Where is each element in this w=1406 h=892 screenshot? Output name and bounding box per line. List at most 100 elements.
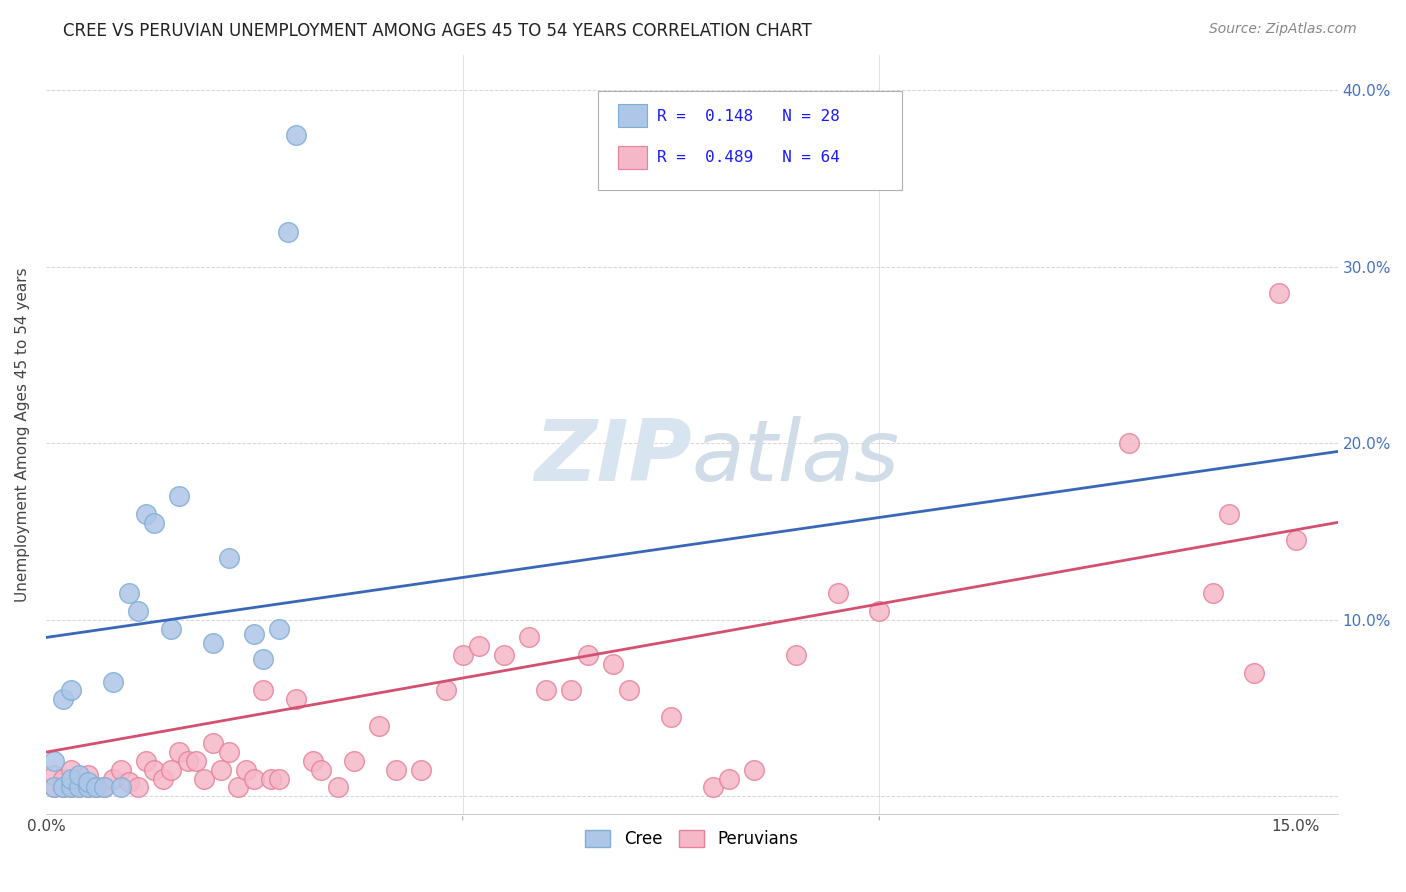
Point bbox=[93, 780, 115, 795]
Point bbox=[260, 772, 283, 786]
Point bbox=[368, 719, 391, 733]
Point bbox=[226, 780, 249, 795]
Point bbox=[201, 636, 224, 650]
Point bbox=[143, 763, 166, 777]
Point bbox=[468, 640, 491, 654]
Point bbox=[269, 622, 291, 636]
Point bbox=[110, 780, 132, 795]
Point bbox=[619, 683, 641, 698]
Point bbox=[560, 683, 582, 698]
Point bbox=[118, 775, 141, 789]
Point bbox=[135, 507, 157, 521]
Point bbox=[868, 604, 890, 618]
Point bbox=[93, 780, 115, 795]
Point bbox=[301, 754, 323, 768]
FancyBboxPatch shape bbox=[598, 91, 903, 190]
Point bbox=[1218, 507, 1240, 521]
Point bbox=[326, 780, 349, 795]
Point bbox=[59, 683, 82, 698]
Point bbox=[235, 763, 257, 777]
Point bbox=[659, 710, 682, 724]
Point bbox=[385, 763, 408, 777]
Point bbox=[269, 772, 291, 786]
Text: ZIP: ZIP bbox=[534, 416, 692, 499]
Point bbox=[1201, 586, 1223, 600]
Point bbox=[184, 754, 207, 768]
Point bbox=[143, 516, 166, 530]
Point bbox=[576, 648, 599, 662]
Point bbox=[434, 683, 457, 698]
Point bbox=[176, 754, 198, 768]
Point bbox=[193, 772, 215, 786]
Point bbox=[44, 754, 66, 768]
Point bbox=[67, 780, 90, 795]
Point bbox=[702, 780, 724, 795]
Point bbox=[252, 683, 274, 698]
Point bbox=[44, 780, 66, 795]
Point bbox=[110, 763, 132, 777]
Point bbox=[160, 622, 183, 636]
Point bbox=[169, 489, 191, 503]
Y-axis label: Unemployment Among Ages 45 to 54 years: Unemployment Among Ages 45 to 54 years bbox=[15, 268, 30, 602]
Point bbox=[451, 648, 474, 662]
Point bbox=[409, 763, 432, 777]
Point bbox=[309, 763, 332, 777]
Text: atlas: atlas bbox=[692, 416, 900, 499]
Point bbox=[201, 736, 224, 750]
Text: CREE VS PERUVIAN UNEMPLOYMENT AMONG AGES 45 TO 54 YEARS CORRELATION CHART: CREE VS PERUVIAN UNEMPLOYMENT AMONG AGES… bbox=[63, 22, 813, 40]
Point bbox=[343, 754, 366, 768]
Point bbox=[67, 780, 90, 795]
Point bbox=[243, 627, 266, 641]
Point bbox=[52, 780, 75, 795]
Point bbox=[135, 754, 157, 768]
Point bbox=[1118, 436, 1140, 450]
Point bbox=[76, 768, 98, 782]
Point bbox=[209, 763, 232, 777]
Point bbox=[52, 780, 75, 795]
Point bbox=[59, 780, 82, 795]
Point bbox=[84, 780, 107, 795]
Point bbox=[118, 586, 141, 600]
Point bbox=[101, 674, 124, 689]
Point bbox=[84, 780, 107, 795]
Point bbox=[59, 763, 82, 777]
Point bbox=[218, 745, 240, 759]
Point bbox=[252, 651, 274, 665]
Point bbox=[76, 780, 98, 795]
Point bbox=[243, 772, 266, 786]
Point bbox=[152, 772, 174, 786]
Bar bbox=[619, 104, 647, 128]
Point bbox=[52, 772, 75, 786]
Point bbox=[285, 128, 308, 142]
Legend: Cree, Peruvians: Cree, Peruvians bbox=[579, 823, 804, 855]
Point bbox=[494, 648, 516, 662]
Point bbox=[76, 775, 98, 789]
Point bbox=[76, 780, 98, 795]
Point bbox=[1243, 665, 1265, 680]
Text: Source: ZipAtlas.com: Source: ZipAtlas.com bbox=[1209, 22, 1357, 37]
Point bbox=[285, 692, 308, 706]
Point bbox=[67, 772, 90, 786]
Point bbox=[127, 780, 149, 795]
Point bbox=[59, 772, 82, 786]
Point bbox=[534, 683, 557, 698]
Point bbox=[1285, 533, 1308, 548]
Point bbox=[827, 586, 849, 600]
Point bbox=[218, 551, 240, 566]
Point bbox=[44, 780, 66, 795]
Point bbox=[44, 768, 66, 782]
Point bbox=[602, 657, 624, 671]
Point bbox=[1268, 286, 1291, 301]
Point bbox=[718, 772, 741, 786]
Point bbox=[169, 745, 191, 759]
Text: R =  0.148   N = 28: R = 0.148 N = 28 bbox=[657, 109, 839, 124]
Point bbox=[52, 692, 75, 706]
Point bbox=[101, 772, 124, 786]
Text: R =  0.489   N = 64: R = 0.489 N = 64 bbox=[657, 150, 839, 165]
Point bbox=[67, 768, 90, 782]
Bar bbox=[619, 146, 647, 169]
Point bbox=[277, 225, 299, 239]
Point bbox=[127, 604, 149, 618]
Point bbox=[742, 763, 765, 777]
Point bbox=[59, 780, 82, 795]
